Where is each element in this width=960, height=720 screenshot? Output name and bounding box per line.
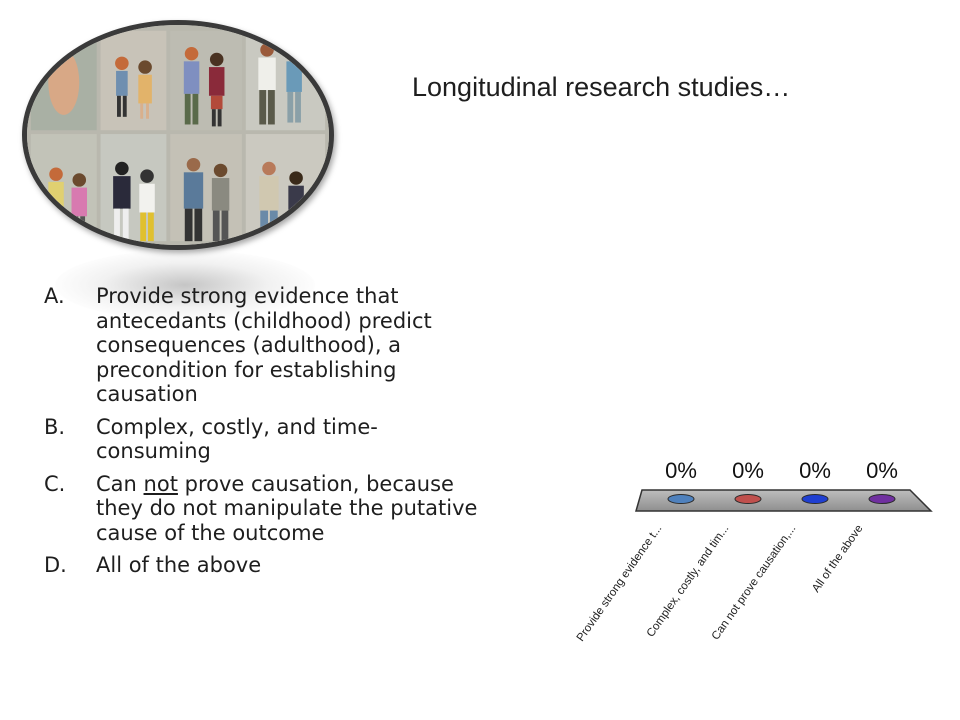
- option-letter: C.: [44, 471, 66, 496]
- answer-options: A. Provide strong evidence that anteceda…: [44, 284, 484, 586]
- option-text: Can not prove causation, because they do…: [96, 472, 484, 546]
- category-label-2: Complex, costly, and tim...: [645, 523, 732, 640]
- value-label-2: 0%: [732, 458, 764, 483]
- family-growth-photo: [22, 20, 334, 250]
- option-text-pre: Can: [96, 471, 144, 496]
- option-letter: A.: [44, 284, 65, 308]
- option-a: A. Provide strong evidence that anteceda…: [44, 284, 484, 407]
- chart-value-labels: 0% 0% 0% 0%: [665, 458, 898, 483]
- value-label-4: 0%: [866, 458, 898, 483]
- option-c: C. Can not prove causation, because they…: [44, 472, 484, 546]
- value-label-3: 0%: [799, 458, 831, 483]
- bar-top-1: [667, 494, 695, 504]
- option-text-underlined: not: [143, 471, 178, 496]
- category-label-1: Provide strong evidence t...: [575, 523, 665, 644]
- slide-title: Longitudinal research studies…: [412, 72, 791, 102]
- option-text: All of the above: [96, 553, 262, 577]
- category-label-3: Can not prove causation,...: [710, 523, 799, 642]
- option-letter: D.: [44, 553, 67, 577]
- chart-category-labels: Provide strong evidence t...Complex, cos…: [575, 523, 866, 644]
- decorative-glow: [55, 250, 315, 320]
- chart-floor: [635, 489, 933, 512]
- bar-top-4: [868, 494, 896, 504]
- option-text: Provide strong evidence that antecedants…: [96, 284, 432, 406]
- option-text-post: prove causation, because they do not man…: [96, 471, 478, 545]
- option-text: Complex, costly, and time-consuming: [96, 414, 378, 464]
- chart-bars: [667, 494, 896, 504]
- option-d: D. All of the above: [44, 553, 484, 578]
- option-letter: B.: [44, 414, 66, 439]
- category-label-4: All of the above: [810, 523, 865, 595]
- bar-top-3: [801, 494, 829, 504]
- option-b: B. Complex, costly, and time-consuming: [44, 415, 484, 464]
- bar-top-2: [734, 494, 762, 504]
- value-label-1: 0%: [665, 458, 697, 483]
- family-growth-photo-icon: [27, 25, 329, 245]
